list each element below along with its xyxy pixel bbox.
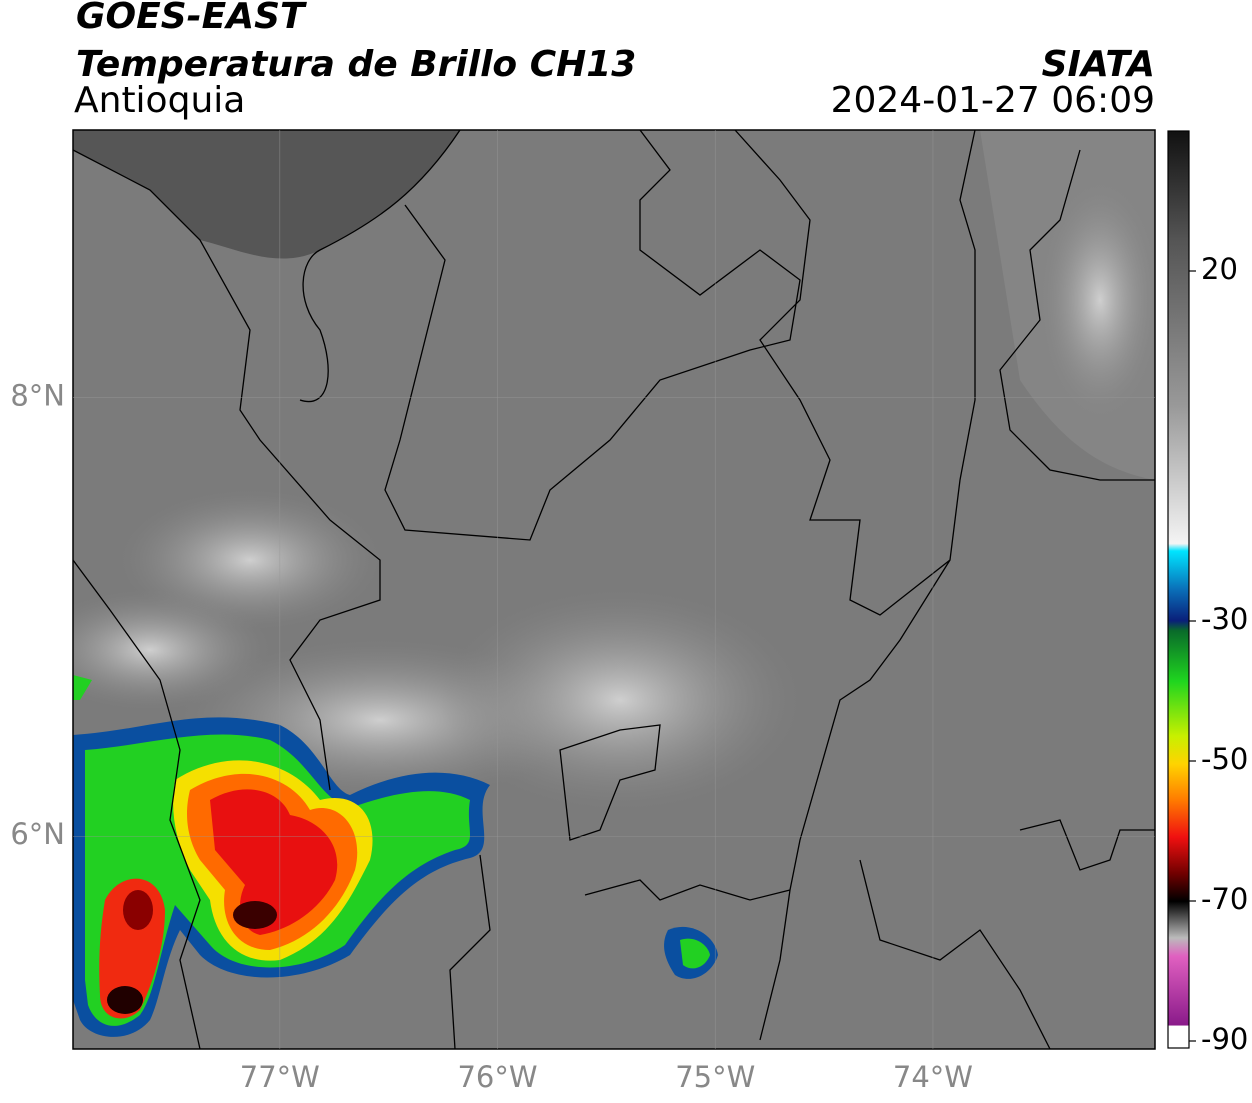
- subtitle: Temperatura de Brillo CH13: [76, 44, 636, 85]
- map-frame: [72, 129, 1156, 1050]
- source: SIATA: [1042, 44, 1155, 85]
- x-tick-label: 76°W: [457, 1060, 537, 1094]
- colorbar-tick-label: -30: [1201, 602, 1248, 636]
- x-tick-label: 77°W: [240, 1060, 320, 1094]
- colorbar: [1167, 130, 1190, 1049]
- x-tick-label: 75°W: [675, 1060, 755, 1094]
- colorbar-tick-label: -50: [1201, 742, 1248, 776]
- title: GOES-EAST: [76, 0, 307, 37]
- colorbar-tick-label: 20: [1201, 252, 1238, 286]
- region: Antioquia: [74, 80, 245, 121]
- colorbar-tick-label: -90: [1201, 1022, 1248, 1056]
- boundaries: [73, 130, 1155, 1049]
- satellite-image: [73, 130, 1155, 1049]
- colorbar-tick-label: -70: [1201, 882, 1248, 916]
- y-tick-label: 6°N: [10, 817, 65, 851]
- x-tick-label: 74°W: [893, 1060, 973, 1094]
- datetime: 2024-01-27 06:09: [831, 80, 1155, 121]
- y-tick-label: 8°N: [10, 379, 65, 413]
